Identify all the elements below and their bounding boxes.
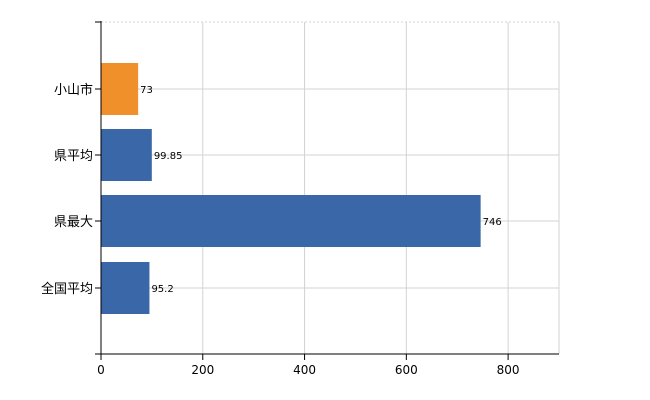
chart-axes — [95, 21, 559, 360]
category-label-1: 県平均 — [54, 149, 93, 164]
chart-grid — [101, 21, 560, 354]
x-tick-label-0: 0 — [97, 363, 105, 377]
x-tick-label-1: 200 — [191, 363, 214, 377]
x-tick-label-4: 800 — [497, 363, 520, 377]
data-label-1: 99.85 — [154, 151, 183, 162]
bar-3 — [101, 262, 150, 314]
bar-2 — [101, 195, 481, 247]
data-label-3: 95.2 — [151, 284, 173, 295]
chart-labels: 73 小山市 99.85 県平均 746 県最大 95.2 全国平均 0 200 400 600 800 — [41, 82, 520, 377]
category-label-0: 小山市 — [54, 82, 93, 98]
category-label-3: 全国平均 — [41, 281, 93, 297]
category-label-2: 県最大 — [54, 215, 93, 230]
bar-1 — [101, 129, 152, 181]
data-label-0: 73 — [140, 85, 153, 96]
bar-0 — [101, 63, 139, 115]
data-label-2: 746 — [483, 217, 502, 228]
x-tick-label-2: 400 — [293, 363, 316, 377]
chart-bars — [101, 63, 481, 314]
x-tick-label-3: 600 — [395, 363, 418, 377]
